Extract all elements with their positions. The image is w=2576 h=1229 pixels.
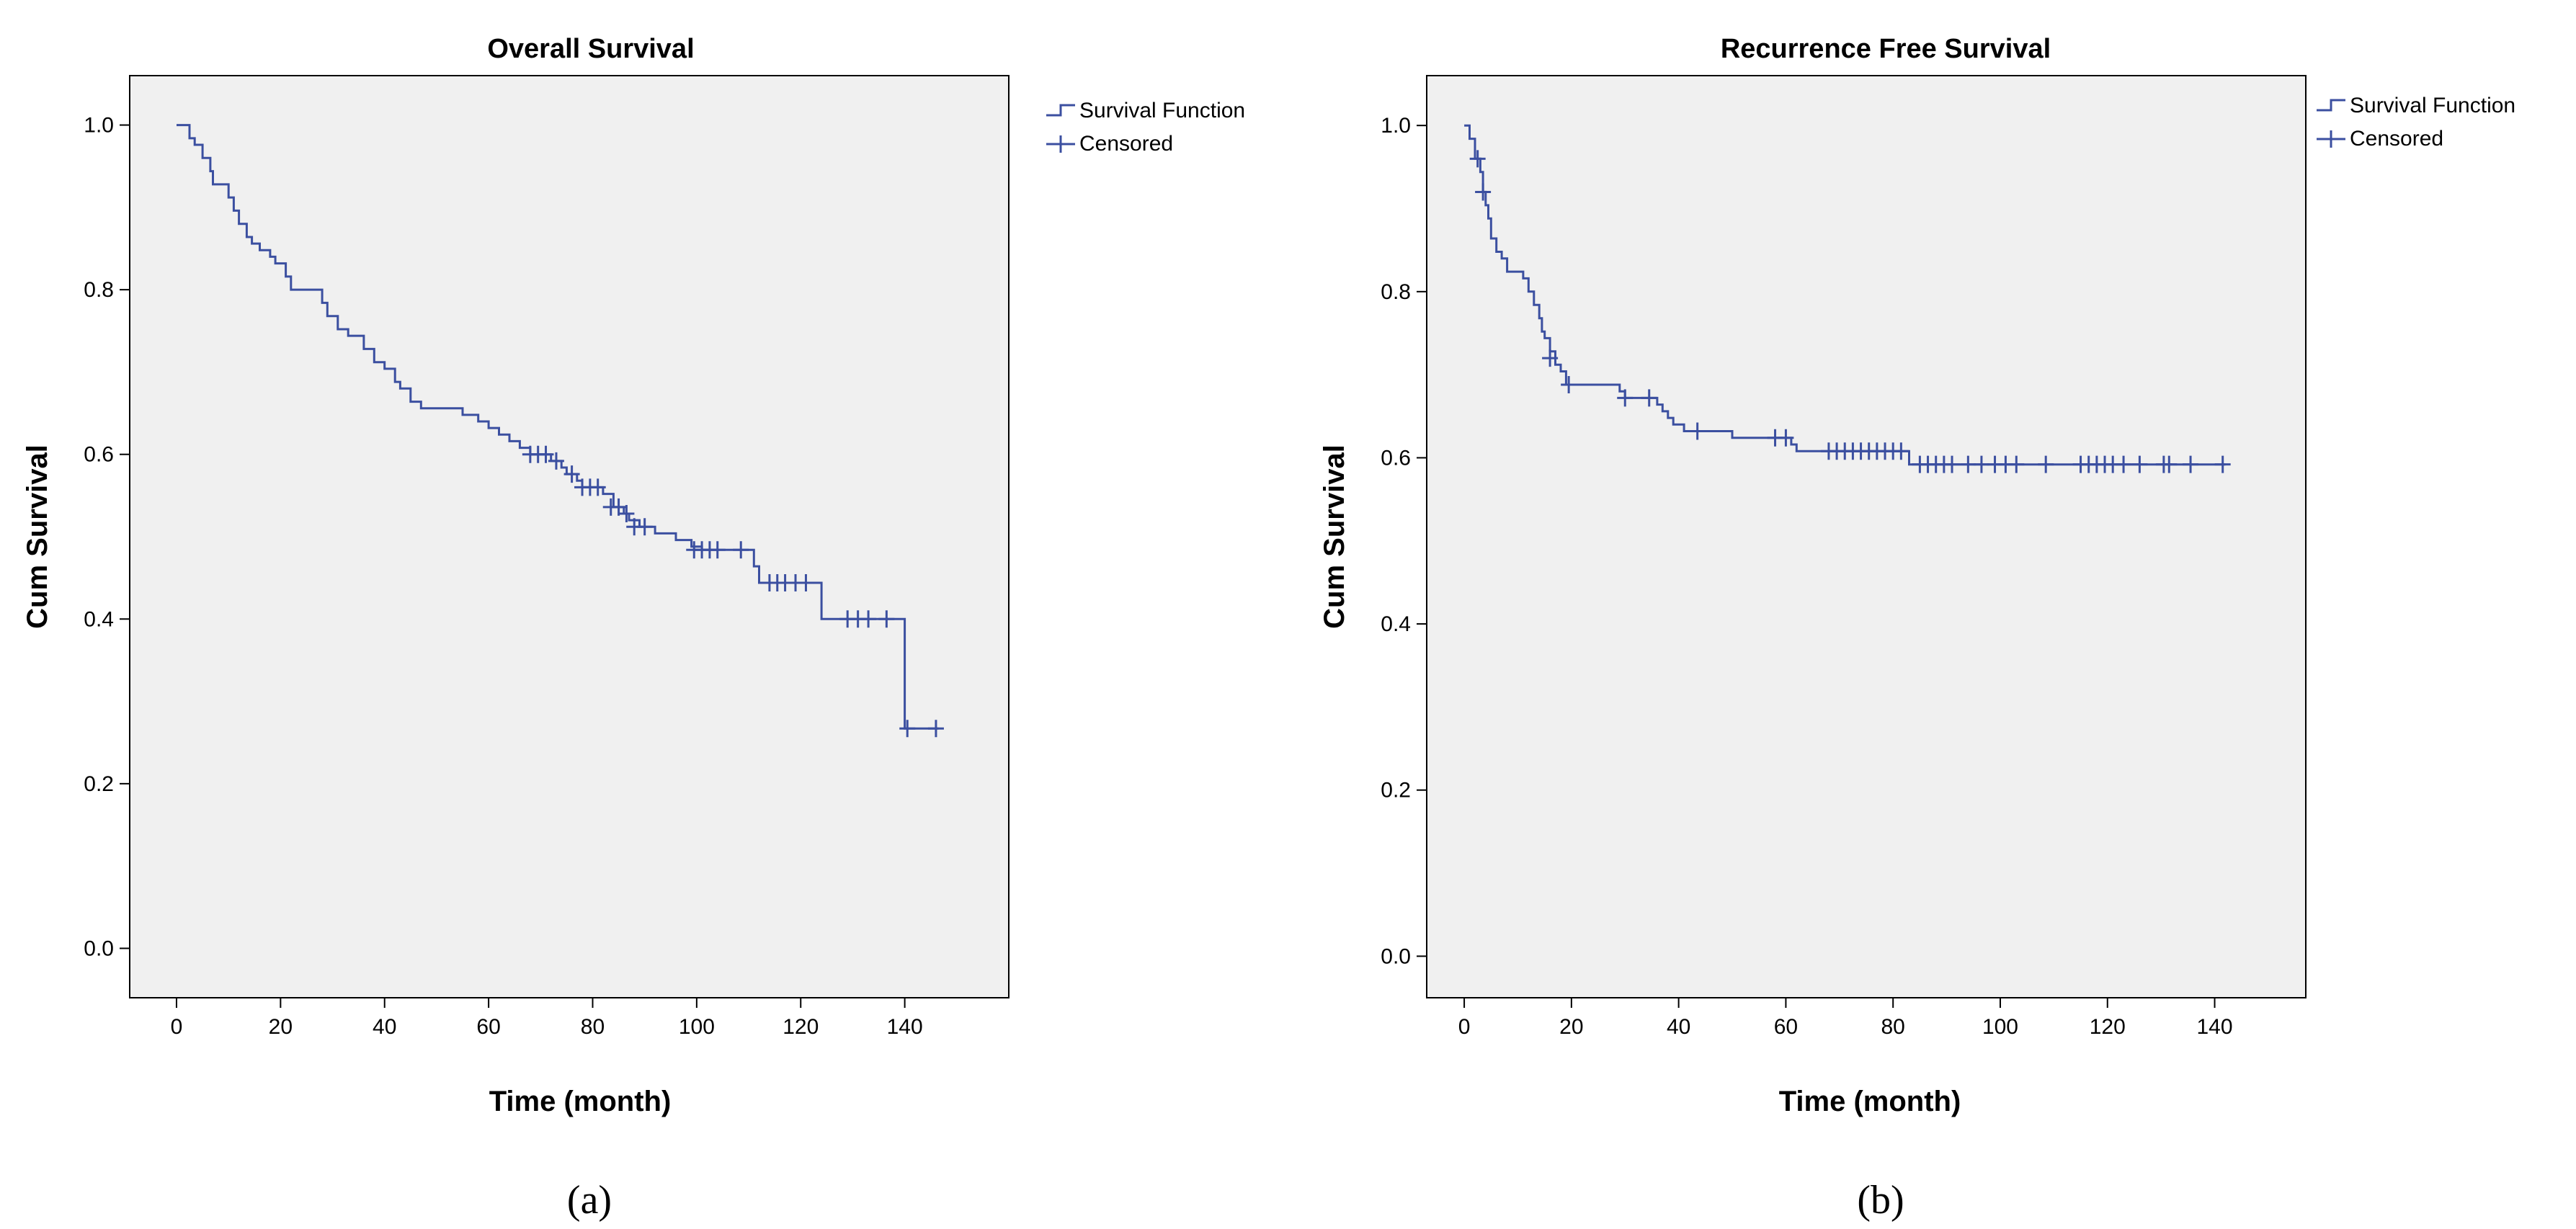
censor-marker [1561,375,1577,393]
x-tick-label: 100 [679,1015,715,1039]
chart-a-x-axis: 0 20 40 60 80 100 120 140 [171,998,923,1039]
chart-a-y-axis: 0.0 0.2 0.4 0.6 0.8 1.0 [84,114,130,960]
chart-b-legend-label-censored: Censored [2350,127,2443,151]
panel-b: Recurrence Free Survival 0.0 0.2 0.4 0.6 0.8… [1319,34,2515,1223]
y-tick-label: 0.6 [84,443,114,467]
chart-a-legend: Survival Function Censored [1046,99,1245,156]
x-tick-label: 100 [1982,1015,2018,1039]
y-tick-label: 0.0 [1381,944,1411,968]
censor-marker [899,720,916,738]
chart-b-caption: (b) [1857,1178,1904,1223]
y-tick-label: 0.6 [1381,446,1411,470]
chart-a-plot-area [129,75,1010,998]
censor-marker [2116,455,2132,473]
censor-marker [1469,150,1486,168]
censor-marker [1542,349,1559,367]
censor-marker [709,541,726,559]
y-tick-label: 0.4 [84,607,114,631]
censor-marker [563,465,580,483]
y-tick-label: 1.0 [1381,114,1411,138]
censor-marker [548,452,564,470]
censor-marker [2038,455,2054,473]
chart-b-curve-group [1464,124,2226,466]
survival-curve-line [177,124,939,730]
x-tick-label: 60 [476,1015,500,1039]
chart-a-legend-label-survival: Survival Function [1079,99,1245,122]
censor-marker [860,610,877,628]
chart-a-censor-group [522,445,944,738]
censor-marker [1944,455,1961,473]
y-tick-label: 0.2 [84,772,114,796]
chart-b-plot-area [1426,75,2307,998]
y-tick-label: 0.8 [84,278,114,302]
x-tick-label: 80 [1881,1015,1905,1039]
censor-marker [2008,455,2025,473]
censor-marker [2161,455,2178,473]
step-line-icon [1046,104,1075,117]
x-tick-label: 20 [1559,1015,1583,1039]
chart-a-legend-label-censored: Censored [1079,132,1173,156]
x-tick-label: 0 [1458,1015,1471,1039]
x-tick-label: 60 [1774,1015,1798,1039]
chart-a-caption: (a) [567,1178,612,1223]
step-line-icon [2317,99,2345,112]
censor-marker [927,720,944,738]
censor-marker [733,541,749,559]
chart-a-y-axis-label: Cum Survival [22,444,53,629]
censor-marker [2131,455,2148,473]
chart-b-y-axis-label: Cum Survival [1319,444,1350,629]
chart-a-x-axis-label: Time (month) [489,1086,672,1117]
censor-marker [1973,455,1989,473]
censor-marker [1475,183,1492,201]
censor-marker [636,518,653,536]
x-tick-label: 20 [269,1015,293,1039]
x-tick-label: 140 [2197,1015,2233,1039]
x-tick-label: 40 [1667,1015,1690,1039]
x-tick-label: 120 [783,1015,819,1039]
censor-marker [1617,389,1634,407]
chart-b-x-axis: 0 20 40 60 80 100 120 140 [1458,998,2233,1039]
censor-marker [1960,455,1976,473]
censor-marker [1641,389,1657,407]
survival-curve-line [1464,124,2226,466]
plus-marker-icon [1046,135,1075,153]
chart-b-x-axis-label: Time (month) [1779,1086,1961,1117]
chart-b-legend-label-survival: Survival Function [2350,94,2515,117]
chart-b-y-axis: 0.0 0.2 0.4 0.6 0.8 1.0 [1381,114,1427,968]
censor-marker [2183,455,2199,473]
censor-marker [878,610,895,628]
y-tick-label: 0.4 [1381,612,1411,636]
x-tick-label: 80 [581,1015,605,1039]
panel-a: Overall Survival 0.0 0.2 0.4 0.6 0.8 1.0 0 20 4… [22,34,1245,1223]
y-tick-label: 0.2 [1381,779,1411,803]
censor-marker [798,574,814,591]
plus-marker-icon [2317,130,2345,148]
x-tick-label: 140 [887,1015,923,1039]
x-tick-label: 40 [373,1015,396,1039]
censor-marker [2214,455,2231,473]
censor-marker [1778,429,1794,447]
y-tick-label: 0.8 [1381,280,1411,304]
x-tick-label: 120 [2090,1015,2126,1039]
chart-b-title: Recurrence Free Survival [1721,34,2051,64]
chart-a-title: Overall Survival [487,34,694,64]
censor-marker [1689,422,1706,440]
censor-marker [538,445,554,463]
x-tick-label: 0 [171,1015,183,1039]
y-tick-label: 0.0 [84,937,114,960]
censor-marker [589,478,606,496]
y-tick-label: 1.0 [84,114,114,138]
chart-b-censor-group [1469,150,2231,473]
chart-a-curve-group [177,124,939,730]
censor-marker [618,505,635,522]
censor-marker [1893,442,1909,460]
chart-b-legend: Survival Function Censored [2317,94,2515,151]
